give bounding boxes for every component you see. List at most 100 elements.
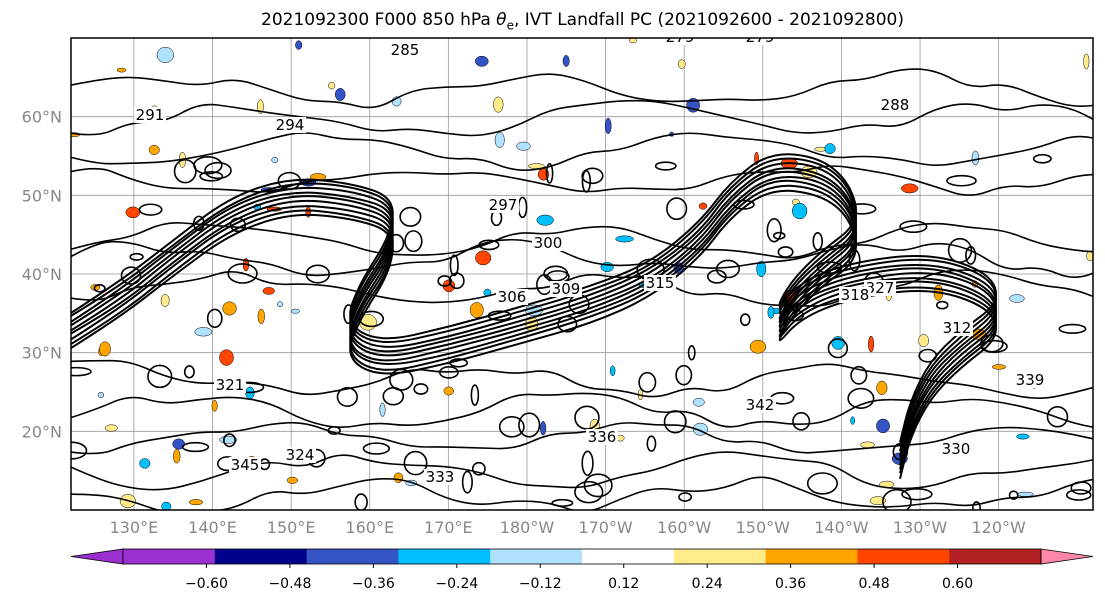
pc-shade-blob [692, 397, 705, 407]
jet-contour-line [71, 179, 997, 470]
contour-label-bg [744, 397, 776, 413]
closed-contour [545, 163, 554, 184]
contour-label-bg [284, 447, 316, 463]
contour-label-bg [744, 38, 776, 45]
closed-contour [901, 487, 933, 501]
closed-contour [816, 261, 843, 274]
closed-contour [581, 450, 594, 477]
closed-contour [147, 364, 173, 389]
theta-e-contour-line [71, 99, 1093, 137]
contour-label-bg [644, 275, 676, 291]
contour-label-bg [864, 280, 896, 296]
pc-shade-blob [876, 380, 888, 395]
colorbar-segment [582, 549, 675, 564]
pc-shade-blob [677, 59, 686, 69]
contour-label-bg [229, 457, 261, 473]
pc-shade-blob [443, 386, 454, 396]
pc-shade-blob [160, 294, 170, 307]
colorbar-tick-label: 0.48 [859, 576, 890, 592]
closed-contour [362, 442, 391, 455]
colorbar-tick-label: 0.36 [775, 576, 806, 592]
pc-shade-blob [262, 287, 275, 295]
pc-shade-blob [334, 88, 346, 101]
colorbar-segment [123, 549, 216, 564]
latitude-label: 20°N [22, 422, 62, 441]
closed-contour [675, 364, 693, 386]
closed-contour [715, 259, 740, 279]
pc-shade-blob [257, 308, 265, 325]
closed-contour [199, 170, 224, 182]
pc-shade-blob [516, 141, 531, 151]
closed-contour [173, 158, 197, 184]
theta-e-contour-line [71, 476, 1093, 510]
pc-shade-blob [276, 301, 284, 307]
pc-shade-blob [97, 391, 105, 398]
closed-contour [327, 426, 341, 435]
latitude-axis: 60°N 50°N 40°N 30°N 20°N [22, 108, 62, 442]
closed-contour [1058, 323, 1087, 334]
longitude-label: 140°W [814, 518, 869, 537]
closed-contour [204, 161, 232, 180]
closed-contour [806, 472, 839, 495]
latitude-label: 50°N [22, 186, 62, 205]
jet-contour-line [71, 189, 997, 479]
pc-shade-blob [219, 349, 234, 366]
longitude-label: 120°W [971, 518, 1026, 537]
pc-shade-blob [869, 496, 886, 506]
closed-contour [487, 310, 512, 321]
contour-label-bg [586, 429, 618, 445]
contour-label: 309 [552, 280, 581, 298]
closed-contour [382, 387, 405, 406]
closed-contour [777, 246, 794, 258]
colorbar-tick-label: −0.60 [185, 576, 228, 592]
colorbar-segment [306, 549, 399, 564]
longitude-label: 180°W [500, 518, 555, 537]
latitude-label: 60°N [22, 108, 62, 127]
pc-shade-blob [1016, 491, 1034, 497]
colorbar: −0.60 −0.48 −0.36 −0.24 −0.12 0.12 0.24 0.36 0.4… [70, 548, 1094, 592]
pc-shade-blob [1016, 433, 1030, 440]
pc-shade-blob [850, 416, 855, 425]
closed-contour [470, 384, 480, 406]
closed-contour [847, 387, 875, 409]
closed-contour [1065, 489, 1092, 501]
closed-contour [389, 368, 414, 391]
closed-contour [654, 161, 677, 171]
closed-contour [93, 284, 106, 293]
contour-label: 339 [1016, 371, 1045, 389]
colorbar-tick-label: −0.48 [268, 576, 311, 592]
pc-shade-blob [749, 339, 767, 354]
closed-contour [1032, 153, 1052, 164]
pc-shade-blob [1009, 294, 1025, 303]
pc-shade-blob [824, 143, 836, 155]
pc-shade-blob [116, 67, 127, 73]
pc-shade-blob [474, 55, 489, 67]
pc-shade-blob [211, 400, 218, 412]
closed-contour [551, 498, 574, 508]
contour-label: 333 [426, 468, 455, 486]
theta-e-contour-line [71, 269, 1093, 307]
contour-label-bg [532, 235, 564, 251]
pc-shade-blob [767, 306, 775, 319]
pc-shade-blob [194, 327, 213, 337]
closed-contour [918, 348, 938, 363]
contour-label-bg [550, 281, 582, 297]
pc-shade-blob [616, 434, 625, 442]
pc-shade-blob [257, 99, 264, 114]
closed-contour [678, 492, 693, 502]
latitude-label: 40°N [22, 265, 62, 284]
colorbar-over-arrow [1040, 548, 1094, 565]
closed-contour [437, 275, 452, 287]
colorbar-segment [765, 549, 858, 564]
contour-label: 345 [231, 456, 260, 474]
closed-contour [403, 450, 428, 476]
closed-contour [71, 441, 88, 460]
closed-contour [336, 387, 358, 407]
contour-labels: 285 279 279 294 297 300 309 306 315 327 312 339 336 3… [134, 38, 1046, 486]
contour-label: 321 [216, 376, 245, 394]
closed-contour [543, 265, 569, 282]
closed-contour [358, 310, 385, 328]
longitude-label: 170°E [424, 518, 473, 537]
contour-label-bg [1014, 372, 1046, 388]
